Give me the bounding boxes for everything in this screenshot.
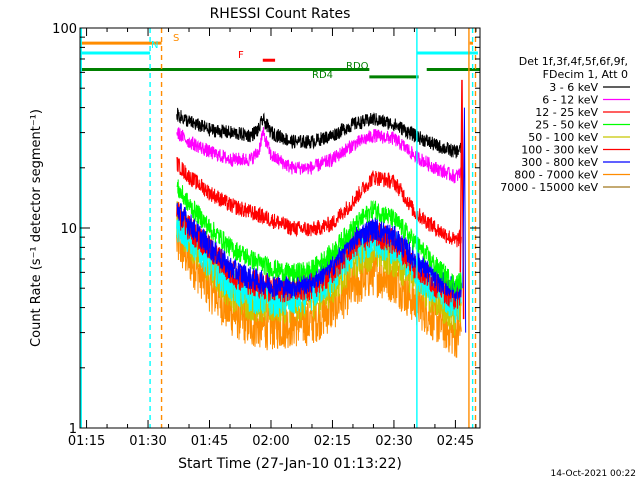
flag-label-s: S — [173, 33, 179, 44]
axes: 01:15 01:30 01:45 02:00 02:15 02:30 02:45 1 10 10… — [52, 22, 480, 449]
late-spike-blue — [462, 107, 467, 333]
flag-label-rd4: RD4 — [312, 70, 333, 81]
series-traces — [176, 79, 467, 358]
series-25-50-kev — [176, 179, 462, 294]
y-tick-label: 100 — [52, 22, 77, 37]
legend-label: 12 - 25 keV — [535, 106, 598, 119]
legend-label: 25 - 50 keV — [535, 119, 598, 132]
y-axis-label: Count Rate (s⁻¹ detector segment⁻¹) — [29, 109, 44, 347]
x-tick-label: 01:30 — [129, 434, 166, 449]
x-tick-label: 02:30 — [375, 434, 412, 449]
series-6-12-kev — [176, 126, 462, 184]
y-tick-label: 1 — [69, 422, 77, 437]
x-tick-label: 01:15 — [68, 434, 105, 449]
y-tick-label: 10 — [60, 222, 77, 237]
plot-frame — [79, 27, 481, 429]
legend-label: 100 - 300 keV — [521, 144, 598, 157]
legend-label: 3 - 6 keV — [549, 81, 598, 94]
legend: Det 1f,3f,4f,5f,6f,9f,FDecim 1, Att 03 -… — [500, 55, 630, 194]
series-300-800-kev — [176, 202, 462, 302]
x-tick-label: 02:15 — [314, 434, 351, 449]
flag-label-f: F — [238, 50, 244, 61]
legend-label: 6 - 12 keV — [542, 94, 598, 107]
legend-label: 50 - 100 keV — [528, 131, 598, 144]
flag-label-n: N — [151, 40, 158, 51]
series-12-25-kev — [176, 157, 462, 248]
legend-label: 300 - 800 keV — [521, 156, 598, 169]
x-tick-label: 02:00 — [252, 434, 289, 449]
chart-title: RHESSI Count Rates — [210, 6, 351, 22]
legend-header-detectors: Det 1f,3f,4f,5f,6f,9f, — [519, 55, 628, 68]
series-3-6-kev — [176, 107, 462, 159]
x-tick-label: 02:45 — [437, 434, 474, 449]
legend-label: 7000 - 15000 keV — [500, 181, 598, 194]
legend-header-decim: FDecim 1, Att 0 — [543, 68, 628, 81]
footer-date: 14-Oct-2021 00:22 — [551, 469, 636, 479]
flag-bars: S N F RDO RD4 — [80, 33, 480, 81]
x-axis-label: Start Time (27-Jan-10 01:13:22) — [178, 456, 402, 472]
x-tick-label: 01:45 — [191, 434, 228, 449]
legend-label: 800 - 7000 keV — [514, 169, 598, 182]
flag-label-rdo: RDO — [346, 61, 369, 72]
